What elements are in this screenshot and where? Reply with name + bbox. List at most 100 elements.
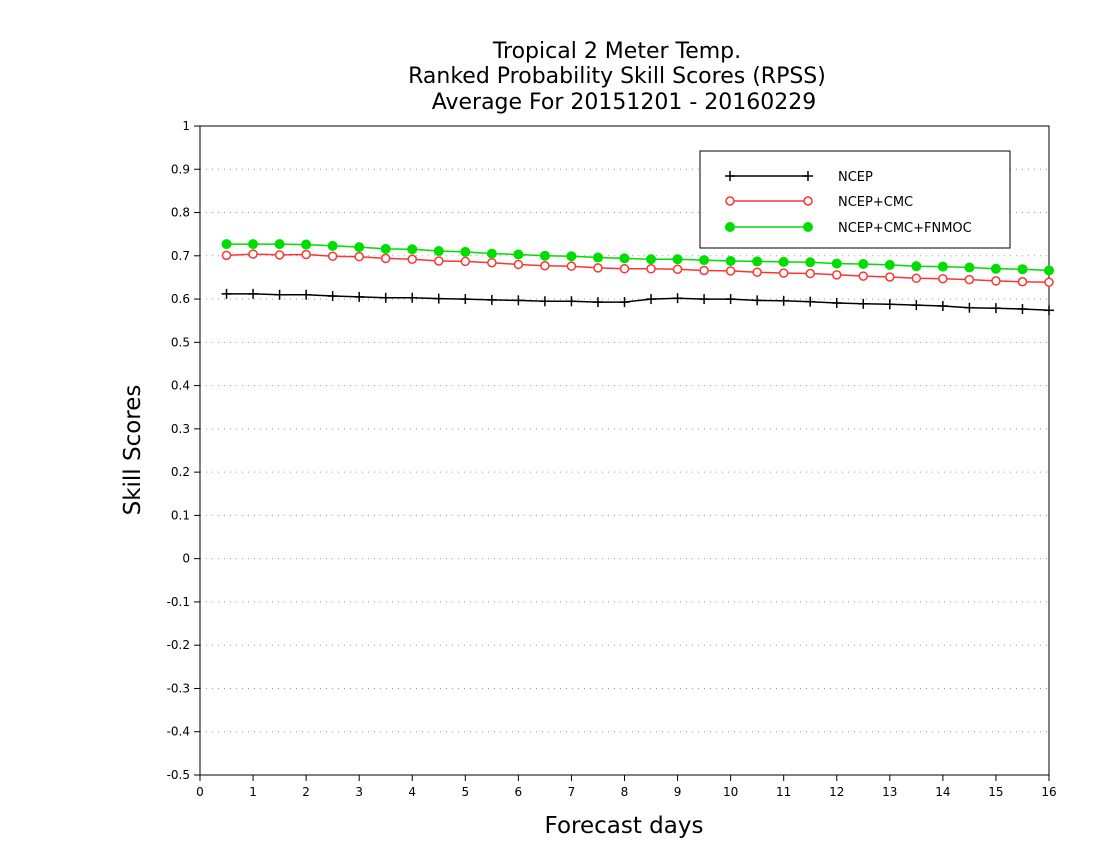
data-point-ncep-cmc-fnmoc: [725, 255, 736, 266]
data-point-ncep-cmc: [434, 256, 444, 266]
data-point-ncep-cmc: [487, 257, 497, 268]
y-tick-label: -0.4: [167, 725, 190, 739]
data-point-ncep-cmc-fnmoc: [274, 239, 285, 250]
x-axis-title: Forecast days: [545, 813, 704, 839]
data-point-ncep-cmc: [513, 259, 524, 270]
y-axis-title: Skill Scores: [120, 385, 146, 516]
data-point-ncep: [990, 303, 1001, 314]
x-tick-label: 11: [776, 785, 791, 799]
data-point-ncep-cmc: [646, 264, 656, 274]
x-tick-label: 0: [196, 785, 204, 799]
data-point-ncep-cmc-fnmoc: [380, 243, 391, 254]
series-lines: [221, 239, 1054, 316]
data-point-ncep-cmc: [354, 251, 364, 262]
data-point-ncep-cmc-fnmoc: [221, 239, 232, 250]
chart-title: Tropical 2 Meter Temp.: [492, 39, 741, 64]
data-point-ncep-cmc: [221, 250, 232, 261]
data-point-ncep-cmc: [991, 276, 1001, 286]
data-point-ncep-cmc: [911, 273, 922, 284]
data-point-ncep-cmc: [1017, 277, 1028, 287]
y-tick-label: 0: [182, 552, 190, 566]
legend-item-ncep-cmc: NCEP+CMC: [725, 195, 913, 210]
data-point-ncep-cmc-fnmoc: [752, 256, 763, 267]
data-point-ncep: [301, 289, 312, 300]
data-point-ncep: [725, 294, 736, 305]
data-point-ncep-cmc: [805, 268, 815, 279]
x-tick-label: 2: [302, 785, 310, 799]
data-point-ncep-cmc-fnmoc: [911, 261, 922, 272]
series-line-ncep: [226, 293, 1050, 312]
x-tick-label: 1: [249, 785, 257, 799]
data-point-ncep-cmc-fnmoc: [990, 263, 1001, 274]
data-point-ncep-cmc: [407, 254, 417, 265]
legend-item-ncep: NCEP: [725, 170, 873, 185]
data-point-ncep-cmc: [1044, 277, 1054, 287]
chart-subtitle-period: Average For 20151201 - 20160229: [432, 90, 817, 115]
y-tick-label: -0.1: [167, 595, 190, 609]
y-tick-label: -0.2: [167, 638, 190, 652]
data-point-ncep-cmc: [964, 274, 975, 285]
series-ncep-cmc-fnmoc: [221, 239, 1054, 276]
y-tick-label: -0.3: [167, 681, 190, 695]
data-point-ncep-cmc-fnmoc: [884, 259, 895, 270]
data-point-ncep-cmc-fnmoc: [433, 246, 444, 257]
x-tick-label: 6: [515, 785, 523, 799]
x-tick-label: 4: [408, 785, 416, 799]
legend-marker: [725, 196, 735, 206]
data-point-ncep: [354, 291, 365, 302]
y-tick-label: -0.5: [167, 768, 190, 782]
data-point-ncep-cmc-fnmoc: [354, 242, 365, 253]
x-tick-label: 16: [1041, 785, 1056, 799]
data-point-ncep-cmc: [540, 261, 550, 271]
data-point-ncep: [513, 295, 524, 306]
data-point-ncep-cmc: [460, 256, 471, 267]
data-point-ncep-cmc-fnmoc: [248, 239, 259, 250]
data-point-ncep-cmc-fnmoc: [1017, 264, 1028, 275]
data-point-ncep-cmc-fnmoc: [937, 261, 948, 272]
data-point-ncep-cmc: [699, 265, 709, 276]
x-tick-label: 15: [988, 785, 1003, 799]
data-point-ncep-cmc: [380, 253, 391, 264]
legend-label: NCEP+CMC: [838, 195, 913, 210]
data-point-ncep-cmc: [248, 249, 258, 259]
data-point-ncep-cmc: [619, 264, 630, 274]
data-point-ncep: [831, 297, 842, 308]
data-point-ncep: [274, 289, 285, 300]
data-point-ncep: [805, 296, 816, 307]
data-point-ncep: [221, 288, 232, 299]
data-point-ncep: [1017, 304, 1028, 315]
data-point-ncep-cmc-fnmoc: [539, 250, 550, 261]
x-axis: 0 1 2 3 4 5 6 7 8 9 10 11 12 13 14 15 16: [196, 775, 1057, 799]
data-point-ncep-cmc: [593, 263, 603, 273]
data-point-ncep: [248, 288, 259, 299]
data-point-ncep-cmc: [752, 267, 762, 277]
x-tick-label: 10: [723, 785, 738, 799]
data-point-ncep-cmc: [858, 271, 869, 281]
data-point-ncep: [1044, 305, 1054, 316]
data-point-ncep: [433, 293, 444, 304]
data-point-ncep-cmc-fnmoc: [513, 249, 524, 260]
data-point-ncep-cmc-fnmoc: [831, 258, 842, 269]
data-point-ncep: [460, 294, 471, 305]
data-point-ncep-cmc-fnmoc: [672, 254, 683, 265]
data-point-ncep-cmc-fnmoc: [486, 248, 497, 259]
data-point-ncep-cmc-fnmoc: [778, 256, 789, 267]
chart-subtitle: Ranked Probability Skill Scores (RPSS): [408, 64, 826, 89]
legend-box: [699, 150, 1011, 249]
data-point-ncep: [592, 297, 603, 308]
data-point-ncep-cmc: [832, 270, 842, 280]
y-tick-label: 0.7: [171, 249, 190, 263]
data-point-ncep-cmc-fnmoc: [301, 239, 312, 250]
series-ncep: [221, 288, 1054, 316]
data-point-ncep-cmc: [778, 268, 789, 278]
x-tick-label: 12: [829, 785, 844, 799]
x-tick-label: 9: [674, 785, 682, 799]
y-tick-label: 0.4: [171, 379, 190, 393]
data-point-ncep-cmc: [327, 251, 338, 261]
data-point-ncep-cmc-fnmoc: [460, 246, 471, 257]
legend-marker: [725, 222, 735, 232]
data-point-ncep: [672, 293, 683, 304]
x-tick-label: 8: [621, 785, 629, 799]
data-point-ncep: [327, 291, 338, 302]
